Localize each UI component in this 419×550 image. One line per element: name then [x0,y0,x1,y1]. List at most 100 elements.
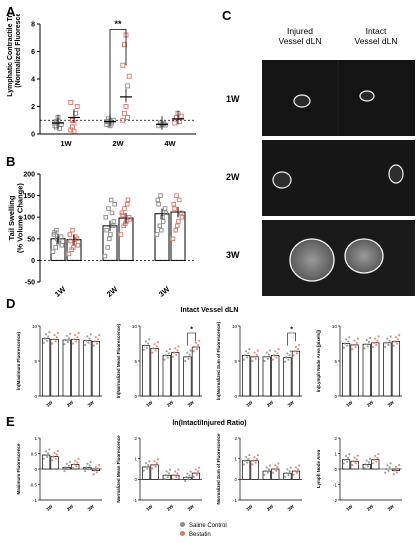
legend: Saline Control Bestatin [180,522,227,540]
data-point-d [252,355,255,358]
data-point-d [55,336,58,339]
data-point-d [87,341,90,344]
data-point-e [85,466,88,469]
data-point-d [352,343,355,346]
tick-label-e: -1 [333,482,337,487]
data-point-e [398,463,401,467]
data-point-e [274,464,277,467]
data-point-e [56,449,59,453]
bar-e [271,468,280,480]
row-label-1w: 1W [226,94,240,104]
data-point-d [388,339,391,342]
data-point-e [176,472,179,475]
data-point-e [356,454,359,457]
category-label-e: 3W [87,503,96,512]
data-point-e [43,453,47,457]
data-point-d [46,339,49,342]
chart-d: 0 5 10 ln(Maximum Fluorescence) 1W 2W 3W 0 5 10 ln… [16,321,402,408]
data-point-d [44,333,48,336]
data-point-d [367,341,370,344]
data-point-d [48,331,51,334]
data-point-d [253,351,256,354]
data-point-e [65,462,68,465]
data-point-d [392,344,395,347]
data-point-e [193,472,196,475]
data-point-a [125,83,131,89]
data-point-e [395,471,399,474]
tick-label-a: 2 [31,104,35,111]
data-point-e [186,472,189,475]
data-point-b [124,201,130,207]
data-point-e [195,473,199,477]
data-point-b [58,234,64,239]
data-point-d [98,334,101,337]
data-point-b [171,201,177,207]
bar-d [191,346,201,397]
data-point-e [194,468,197,471]
data-point-d [273,354,276,357]
data-point-d [71,342,75,345]
legend-swatch-saline [180,522,185,527]
data-point-e [74,459,77,462]
data-point-e [66,468,69,471]
data-point-e [287,473,290,477]
data-point-e [54,457,57,460]
bar-d [141,345,151,397]
bar-d [362,343,371,397]
data-point-d [247,352,250,355]
data-point-d [164,354,167,357]
tick-label-e: -1 [133,498,137,503]
data-point-d [267,353,270,356]
panel-letter-c: C [222,8,232,23]
data-point-a [71,128,77,134]
data-point-e [376,456,379,459]
data-point-d [277,348,280,351]
data-point-e [247,457,250,460]
data-point-e [393,469,396,472]
data-point-b [53,245,58,250]
data-point-e [293,469,296,473]
category-label-e: 1W [145,503,154,512]
data-point-e [152,463,155,466]
data-point-e [285,472,288,475]
data-point-d [246,356,249,359]
data-point-b [176,197,182,203]
data-point-e [52,455,55,458]
data-point-d [296,348,300,351]
data-point-b [68,238,73,244]
data-point-d [196,343,200,346]
legend-item-bestatin: Bestatin [180,531,227,540]
data-point-d [274,350,277,353]
legend-item-saline: Saline Control [180,522,227,531]
data-point-d [264,355,267,358]
micrograph-2w [262,140,415,216]
data-point-d [242,358,245,361]
category-label-e: 2W [266,503,275,512]
data-point-d [251,359,254,363]
data-point-b [103,214,109,220]
tick-label-e: -1 [233,498,237,503]
data-point-e [98,463,101,467]
data-point-b [123,221,128,226]
data-point-e [184,479,187,483]
data-point-b [178,210,184,216]
data-point-b [160,219,166,224]
category-label-e: 1W [45,503,54,512]
tick-label-b: 50 [27,236,35,243]
data-point-e [165,470,168,473]
data-point-e [248,454,251,457]
data-point-d [174,347,177,350]
bar-d [150,348,159,397]
data-point-d [395,342,399,345]
bar-e [341,459,351,470]
y-label-d: ln(Normalized Sum of Fluorescence) [216,321,221,400]
data-point-e [253,455,256,459]
category-label-d: 3W [287,399,296,408]
data-point-d [66,341,69,344]
y-label-d: ln(Normalized Mean Fluorescence) [116,323,121,398]
tick-label-d: 0 [134,394,137,399]
data-point-b [66,251,72,257]
data-point-d [346,344,349,347]
data-point-e [271,471,275,474]
category-label-d: 2W [66,399,75,408]
